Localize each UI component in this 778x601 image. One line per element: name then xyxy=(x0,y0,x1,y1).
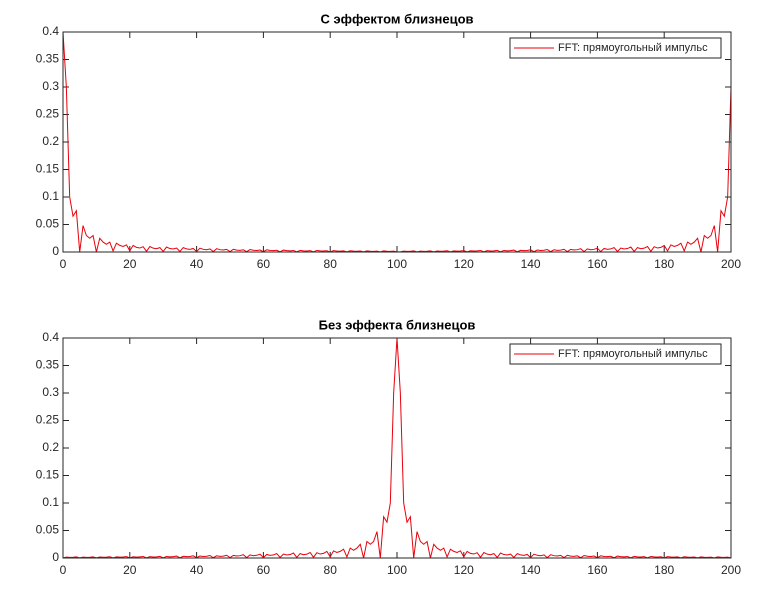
x-tick-label: 80 xyxy=(324,257,338,271)
plot-area xyxy=(63,32,731,252)
y-tick-label: 0.05 xyxy=(36,217,60,231)
x-tick-label: 120 xyxy=(454,257,474,271)
legend-box xyxy=(509,343,722,365)
y-tick-label: 0.05 xyxy=(36,523,60,537)
axes-box xyxy=(62,337,732,559)
x-tick-label: 20 xyxy=(123,563,137,577)
legend-box xyxy=(509,37,722,59)
y-tick-label: 0.35 xyxy=(36,52,60,66)
axes-box xyxy=(62,31,732,253)
x-tick-label: 180 xyxy=(654,563,674,577)
y-tick-label: 0 xyxy=(52,244,59,258)
x-tick-label: 60 xyxy=(257,563,271,577)
x-tick-label: 200 xyxy=(721,563,741,577)
y-tick-label: 0.4 xyxy=(42,24,59,38)
y-tick-label: 0.25 xyxy=(36,413,60,427)
x-tick-label: 40 xyxy=(190,257,204,271)
x-tick-label: 200 xyxy=(721,257,741,271)
x-tick-label: 0 xyxy=(60,257,67,271)
x-tick-label: 160 xyxy=(587,257,607,271)
y-tick-label: 0.35 xyxy=(36,358,60,372)
x-tick-label: 100 xyxy=(387,257,407,271)
y-tick-label: 0.2 xyxy=(42,134,59,148)
x-tick-label: 180 xyxy=(654,257,674,271)
x-tick-label: 0 xyxy=(60,563,67,577)
x-tick-label: 100 xyxy=(387,563,407,577)
x-tick-label: 160 xyxy=(587,563,607,577)
x-tick-label: 80 xyxy=(324,563,338,577)
legend-label: FFT: прямоугольный импульс xyxy=(558,42,708,54)
plot-area xyxy=(63,338,731,558)
chart-title: Без эффекта близнецов xyxy=(319,317,476,332)
x-tick-label: 140 xyxy=(521,563,541,577)
y-tick-label: 0.1 xyxy=(42,495,59,509)
legend: FFT: прямоугольный импульс xyxy=(509,343,722,365)
x-tick-label: 20 xyxy=(123,257,137,271)
chart-title: С эффектом близнецов xyxy=(320,11,473,26)
y-tick-label: 0.1 xyxy=(42,189,59,203)
y-tick-label: 0.25 xyxy=(36,107,60,121)
x-tick-label: 120 xyxy=(454,563,474,577)
y-tick-label: 0.3 xyxy=(42,79,59,93)
y-tick-label: 0.15 xyxy=(36,162,60,176)
y-tick-label: 0.4 xyxy=(42,330,59,344)
legend: FFT: прямоугольный импульс xyxy=(509,37,722,59)
y-tick-label: 0.2 xyxy=(42,440,59,454)
x-tick-label: 140 xyxy=(521,257,541,271)
y-tick-label: 0.3 xyxy=(42,385,59,399)
x-tick-label: 40 xyxy=(190,563,204,577)
legend-label: FFT: прямоугольный импульс xyxy=(558,348,708,360)
y-tick-label: 0 xyxy=(52,550,59,564)
x-tick-label: 60 xyxy=(257,257,271,271)
y-tick-label: 0.15 xyxy=(36,468,60,482)
